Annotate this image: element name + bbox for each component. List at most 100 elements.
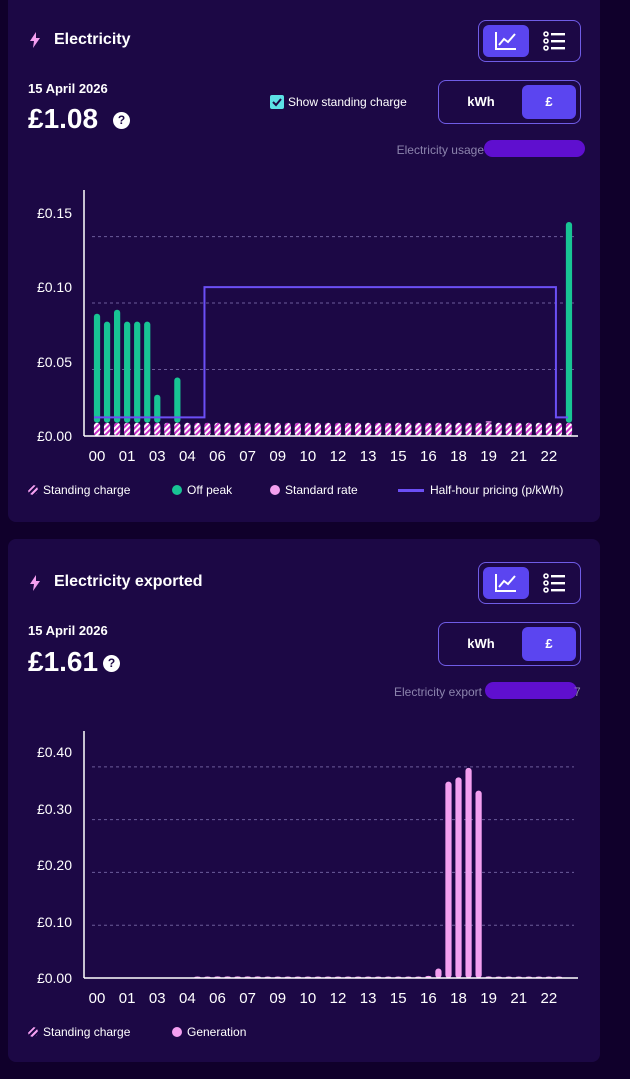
view-toggle [478,20,581,62]
standing-charge-bar[interactable] [425,422,432,436]
generation-bar[interactable] [465,767,472,978]
standing-charge-bar[interactable] [555,422,563,436]
x-tick-label: 09 [269,448,287,465]
standing-charge-bar[interactable] [254,422,261,436]
standing-charge-bar[interactable] [405,422,412,436]
standing-charge-bar[interactable] [344,422,352,436]
standing-charge-label[interactable]: Show standing charge [288,95,407,109]
legend-off-peak: Off peak [187,483,233,497]
standing-charge-bar[interactable] [244,422,251,436]
pounds-button[interactable]: £ [522,627,576,661]
legend-generation: Generation [187,1025,247,1039]
standing-charge-bar[interactable] [174,422,181,436]
standing-charge-bar[interactable] [93,422,101,436]
off-peak-bar[interactable] [144,321,151,423]
standing-charge-bar[interactable] [124,422,131,436]
x-tick-label: 21 [510,448,528,465]
standing-charge-bar[interactable] [284,422,291,436]
generation-bar[interactable] [455,777,462,978]
help-icon[interactable]: ? [113,112,130,129]
view-toggle [478,562,581,604]
standard-rate-bar[interactable] [485,421,492,423]
help-icon[interactable]: ? [103,655,120,672]
off-peak-bar[interactable] [154,394,161,423]
generation-bar[interactable] [475,790,482,978]
list-view-button[interactable] [532,25,578,57]
chart-view-button[interactable] [483,25,529,57]
off-peak-bar[interactable] [124,321,131,423]
list-view-button[interactable] [532,567,578,599]
y-tick-label: £0.05 [36,354,72,370]
standing-charge-bar[interactable] [385,422,392,436]
electricity-usage-chart [83,190,578,437]
standing-charge-bar[interactable] [375,422,382,436]
standing-charge-bar[interactable] [204,422,211,436]
standing-charge-bar[interactable] [184,422,191,436]
standing-charge-bar[interactable] [415,422,422,436]
generation-bar[interactable] [445,781,452,978]
standing-charge-bar[interactable] [465,422,472,436]
standing-charge-bar[interactable] [294,422,301,436]
off-peak-bar[interactable] [134,321,141,423]
y-tick-label: £0.00 [36,428,72,444]
standing-charge-bar[interactable] [515,422,522,436]
standing-charge-bar[interactable] [334,422,342,436]
standing-charge-bar[interactable] [455,422,462,436]
standing-charge-bar[interactable] [164,422,171,436]
standing-charge-bar[interactable] [234,422,241,436]
off-peak-bar[interactable] [103,321,111,423]
standing-charge-legend-swatch [28,1027,38,1037]
standing-charge-bar[interactable] [194,422,201,436]
standing-charge-bar[interactable] [224,422,231,436]
off-peak-bar[interactable] [174,377,181,423]
standing-charge-bar[interactable] [395,422,402,436]
standing-charge-bar[interactable] [214,422,221,436]
chart-view-button[interactable] [483,567,529,599]
standing-charge-bar[interactable] [435,422,442,436]
standing-charge-bar[interactable] [445,422,452,436]
standing-charge-bar[interactable] [144,422,151,436]
x-tick-label: 09 [269,990,287,1007]
standing-charge-bar[interactable] [565,422,573,436]
card-title: Electricity [54,31,131,48]
off-peak-bar[interactable] [565,221,573,423]
standing-charge-bar[interactable] [525,422,532,436]
standing-charge-bar[interactable] [154,422,161,436]
standing-charge-bar[interactable] [365,422,372,436]
standing-charge-bar[interactable] [545,422,553,436]
standing-charge-checkbox[interactable] [270,95,284,109]
standing-charge-legend-swatch [28,485,38,495]
y-tick-label: £0.20 [36,857,72,873]
standing-charge-bar[interactable] [505,422,512,436]
x-tick-label: 18 [450,448,467,465]
standing-charge-bar[interactable] [134,422,141,436]
standing-charge-bar[interactable] [304,422,312,436]
kwh-button[interactable]: kWh [467,636,495,651]
standing-charge-bar[interactable] [324,422,332,436]
x-tick-label: 15 [389,448,407,465]
kwh-button[interactable]: kWh [467,94,495,109]
standing-charge-bar[interactable] [274,422,281,436]
lightning-icon [30,575,40,591]
reading-date: 15 April 2026 [28,623,108,638]
pounds-button[interactable]: £ [522,85,576,119]
legend-standing-charge: Standing charge [43,483,131,497]
off-peak-bar[interactable] [93,313,101,423]
off-peak-bar[interactable] [113,309,121,423]
generation-bar[interactable] [435,968,442,978]
reading-date: 15 April 2026 [28,81,108,96]
standing-charge-bar[interactable] [475,422,482,436]
off-peak-legend-swatch [172,485,182,495]
standing-charge-bar[interactable] [314,422,322,436]
standing-charge-bar[interactable] [264,422,271,436]
standing-charge-bar[interactable] [113,422,121,436]
standing-charge-bar[interactable] [495,422,502,436]
card-title: Electricity exported [54,573,203,590]
standing-charge-bar[interactable] [485,422,492,436]
x-tick-label: 00 [88,448,106,465]
standing-charge-bar[interactable] [535,422,542,436]
standing-charge-bar[interactable] [354,422,362,436]
standing-charge-bar[interactable] [103,422,111,436]
lightning-icon [30,32,40,48]
unit-toggle: kWh £ [438,622,581,666]
